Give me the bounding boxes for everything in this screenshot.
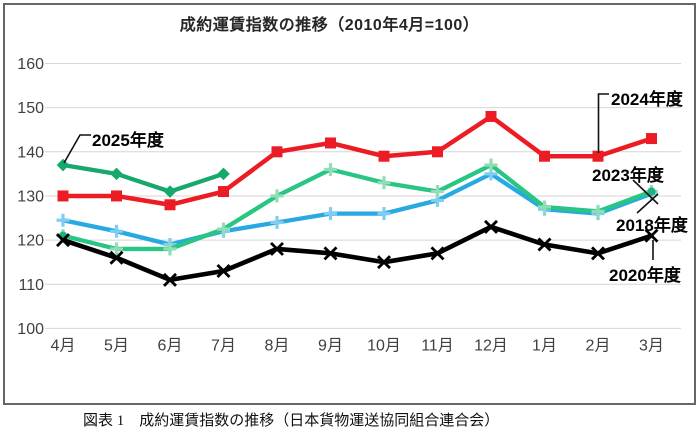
chart-title: 成約運賃指数の推移（2010年4月=100） [179, 17, 480, 34]
x-axis-tick: 4月 [51, 338, 76, 355]
chart-border-frame [3, 3, 696, 405]
data-point-2020年度 [644, 228, 659, 243]
series-label-2024: 2024年度 [611, 90, 683, 109]
data-point-2020年度 [216, 264, 231, 278]
series-label-2020: 2020年度 [609, 266, 681, 285]
data-point-2024年度 [485, 110, 497, 122]
data-point-2024年度 [539, 150, 550, 162]
figure-caption: 図表 1 成約運賃指数の推移（日本貨物運送協同組合連合会） [83, 413, 500, 429]
x-axis-tick: 1月 [532, 338, 557, 355]
x-axis-tick: 7月 [211, 338, 236, 355]
x-axis-tick: 11月 [421, 338, 454, 355]
data-point-2024年度 [271, 146, 283, 158]
x-axis-tick: 3月 [639, 338, 664, 355]
data-point-2020年度 [591, 246, 605, 261]
data-point-2020年度 [56, 233, 70, 248]
series-label-2018: 2018年度 [616, 216, 688, 235]
data-point-2020年度 [377, 255, 391, 270]
data-point-2020年度 [484, 219, 498, 234]
pointer-2018 [636, 193, 659, 214]
x-axis-tick: 5月 [104, 338, 129, 355]
y-axis-tick: 160 [17, 56, 44, 73]
data-point-2025年度 [217, 167, 230, 181]
y-axis-tick: 140 [17, 144, 44, 161]
x-axis-tick: 9月 [318, 338, 343, 355]
x-axis-tick: 12月 [474, 338, 508, 355]
data-point-2024年度 [646, 133, 657, 145]
series-line-2020年度 [60, 224, 654, 283]
data-point-2024年度 [432, 146, 443, 158]
pointer-2023 [632, 179, 659, 205]
data-point-2024年度 [164, 199, 176, 211]
series-line-2023年度 [60, 162, 654, 252]
y-axis-tick: 100 [17, 321, 44, 338]
series-label-2025: 2025年度 [92, 131, 164, 150]
data-point-2025年度 [56, 158, 70, 172]
y-axis-tick: 110 [18, 277, 44, 294]
data-point-2025年度 [163, 185, 177, 198]
data-point-2024年度 [218, 186, 229, 198]
series-label-2023: 2023年度 [592, 166, 664, 185]
x-axis-tick: 8月 [265, 338, 290, 355]
endpoint-dot-2023年度 [647, 187, 656, 196]
data-point-2020年度 [323, 246, 338, 261]
series-line-2018年度 [60, 171, 654, 247]
data-point-2024年度 [57, 190, 69, 202]
data-point-2020年度 [430, 246, 445, 261]
series-line-2024年度 [60, 114, 654, 208]
series-line-2025年度 [60, 162, 226, 194]
pointer-2024 [597, 93, 609, 153]
data-point-2024年度 [325, 137, 336, 149]
pointer-2025 [63, 134, 91, 164]
data-point-2024年度 [592, 150, 604, 162]
y-axis-tick: 150 [17, 100, 44, 117]
data-point-2024年度 [111, 190, 122, 202]
data-point-2020年度 [109, 250, 124, 265]
y-axis-tick: 120 [17, 233, 44, 250]
data-point-2025年度 [110, 167, 123, 181]
data-point-2020年度 [537, 237, 552, 252]
y-axis-tick: 130 [17, 188, 44, 205]
x-axis-tick: 2月 [586, 338, 611, 355]
x-axis-tick: 10月 [367, 338, 401, 355]
x-axis-tick: 6月 [158, 338, 183, 355]
data-point-2024年度 [378, 150, 390, 162]
data-point-2020年度 [163, 272, 177, 287]
data-point-2020年度 [270, 241, 284, 256]
